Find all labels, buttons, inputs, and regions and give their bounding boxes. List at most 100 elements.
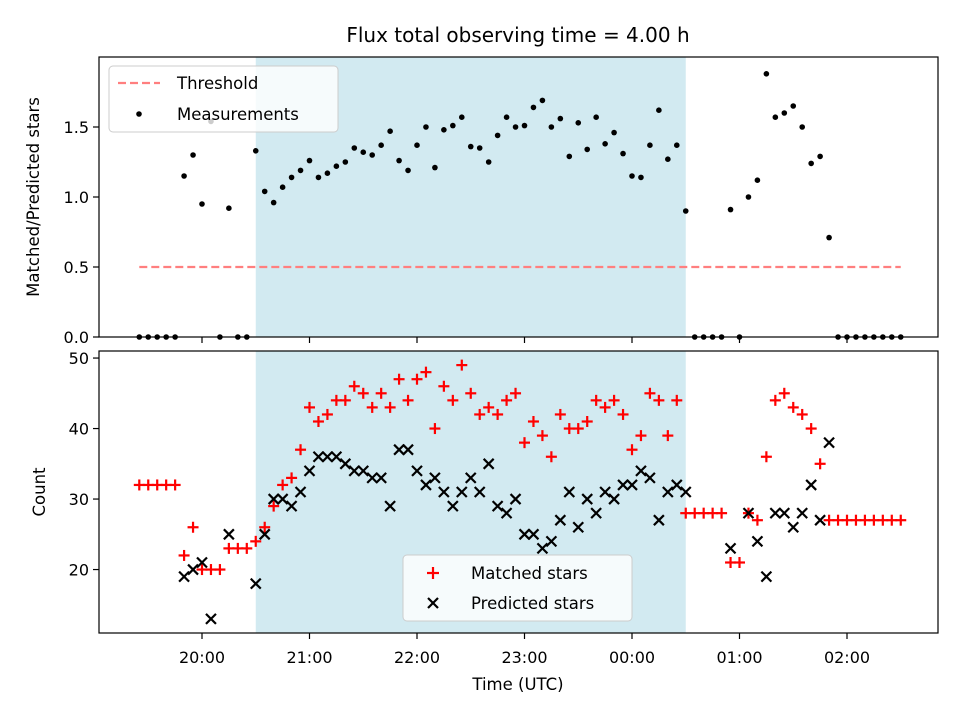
measurement-point xyxy=(261,188,268,195)
matched-star-point xyxy=(438,380,450,392)
predicted-star-point xyxy=(303,465,316,477)
measurement-point xyxy=(512,124,519,130)
bottom-panel: 20 30 40 50 20:00 21:00 22:00 23:00 00:00 01:00 0… xyxy=(30,349,939,694)
bottom-x-tick-label: 21:00 xyxy=(286,648,332,667)
bottom-y-axis: 20 30 40 50 xyxy=(69,349,99,580)
matched-star-point xyxy=(420,366,432,378)
predicted-star-point xyxy=(805,479,817,491)
matched-star-point xyxy=(339,394,351,406)
measurement-point xyxy=(432,164,438,171)
matched-star-point xyxy=(734,557,745,568)
matched-star-point xyxy=(617,408,629,420)
matched-star-point xyxy=(348,380,360,392)
matched-star-point xyxy=(814,458,826,470)
bottom-legend: Matched stars Predicted stars xyxy=(402,554,633,622)
predicted-star-point xyxy=(590,507,602,519)
measurement-point xyxy=(611,129,617,136)
measurement-point xyxy=(682,208,689,214)
matched-star-point xyxy=(519,437,530,449)
measurement-point xyxy=(530,104,537,111)
measurement-point xyxy=(539,97,546,104)
predicted-star-point xyxy=(411,465,423,477)
matched-star-point xyxy=(241,542,253,554)
top-y-tick-label: 1.0 xyxy=(64,188,89,207)
matched-star-point xyxy=(402,394,414,406)
predicted-star-point xyxy=(438,486,450,498)
measurement-point xyxy=(575,120,582,126)
matched-stars-legend-swatch xyxy=(427,567,439,579)
predicted-stars-legend-label: Predicted stars xyxy=(471,594,594,613)
predicted-star-point xyxy=(644,472,656,484)
predicted-star-point xyxy=(671,479,683,491)
measurement-point xyxy=(423,124,429,130)
measurement-point xyxy=(378,142,384,148)
measurement-point xyxy=(521,122,528,129)
measurement-point xyxy=(387,128,393,134)
predicted-star-point xyxy=(742,507,755,519)
measurement-point xyxy=(226,205,232,211)
measurement-point xyxy=(763,71,770,77)
predicted-star-point xyxy=(249,577,262,590)
predicted-star-point xyxy=(536,542,549,555)
bottom-x-tick-label: 22:00 xyxy=(394,648,440,667)
measurements-legend-swatch xyxy=(136,111,142,117)
predicted-star-point xyxy=(509,493,522,505)
measurement-point xyxy=(396,157,402,164)
matched-star-point xyxy=(357,387,369,399)
measurement-point xyxy=(360,149,367,155)
top-legend: Threshold Measurements xyxy=(108,65,339,133)
top-y-axis: 0.0 0.5 1.0 1.5 xyxy=(64,118,99,347)
measurement-point xyxy=(369,152,376,158)
measurement-point xyxy=(781,110,788,116)
matched-star-point xyxy=(214,564,226,576)
matched-star-point xyxy=(286,472,298,484)
matched-stars-legend-label: Matched stars xyxy=(471,564,588,583)
predicted-star-point xyxy=(599,486,611,498)
predicted-star-point xyxy=(348,465,361,477)
bottom-axes-frame xyxy=(98,350,939,634)
predicted-star-point xyxy=(518,528,531,541)
predicted-star-point xyxy=(626,479,638,491)
top-legend-box xyxy=(108,65,339,133)
matched-star-point xyxy=(554,408,566,420)
predicted-star-point xyxy=(679,486,692,498)
matched-star-point xyxy=(169,479,181,491)
measurement-point xyxy=(414,142,420,148)
predicted-star-point xyxy=(608,493,620,505)
measurement-point xyxy=(181,173,187,179)
matched-star-point xyxy=(590,394,602,406)
matched-star-point xyxy=(895,514,907,526)
matched-star-point xyxy=(805,423,817,435)
predicted-star-point xyxy=(384,500,396,512)
matched-star-point xyxy=(492,408,504,420)
bottom-x-tick-label: 01:00 xyxy=(716,648,762,667)
matched-star-point xyxy=(769,394,781,406)
predicted-star-point xyxy=(267,493,280,505)
bottom-y-tick-label: 30 xyxy=(69,490,89,509)
predicted-star-point xyxy=(375,472,387,484)
measurement-point xyxy=(458,114,465,120)
measurement-point xyxy=(790,103,797,109)
matched-star-point xyxy=(483,401,495,413)
predicted-star-point xyxy=(760,570,773,583)
top-y-tick-label: 1.5 xyxy=(64,118,89,137)
bottom-y-tick-label: 20 xyxy=(69,561,89,580)
measurement-point xyxy=(772,114,779,120)
predicted-star-point xyxy=(778,507,791,519)
matched-star-point xyxy=(429,423,441,435)
bottom-y-tick-label: 40 xyxy=(69,420,89,439)
matched-star-point xyxy=(545,451,557,463)
matched-star-point xyxy=(411,373,423,385)
matched-star-point xyxy=(465,387,477,399)
measurement-point xyxy=(656,107,662,113)
top-y-tick-label: 0.0 xyxy=(64,328,89,347)
bottom-legend-box xyxy=(402,554,633,622)
predicted-star-point xyxy=(205,613,217,625)
matched-star-point xyxy=(259,521,271,533)
predicted-star-point xyxy=(787,521,800,534)
matched-star-point xyxy=(527,416,539,427)
predicted-star-point xyxy=(223,528,235,541)
x-axis-label: Time (UTC) xyxy=(471,675,563,694)
predicted-star-point xyxy=(823,436,835,449)
